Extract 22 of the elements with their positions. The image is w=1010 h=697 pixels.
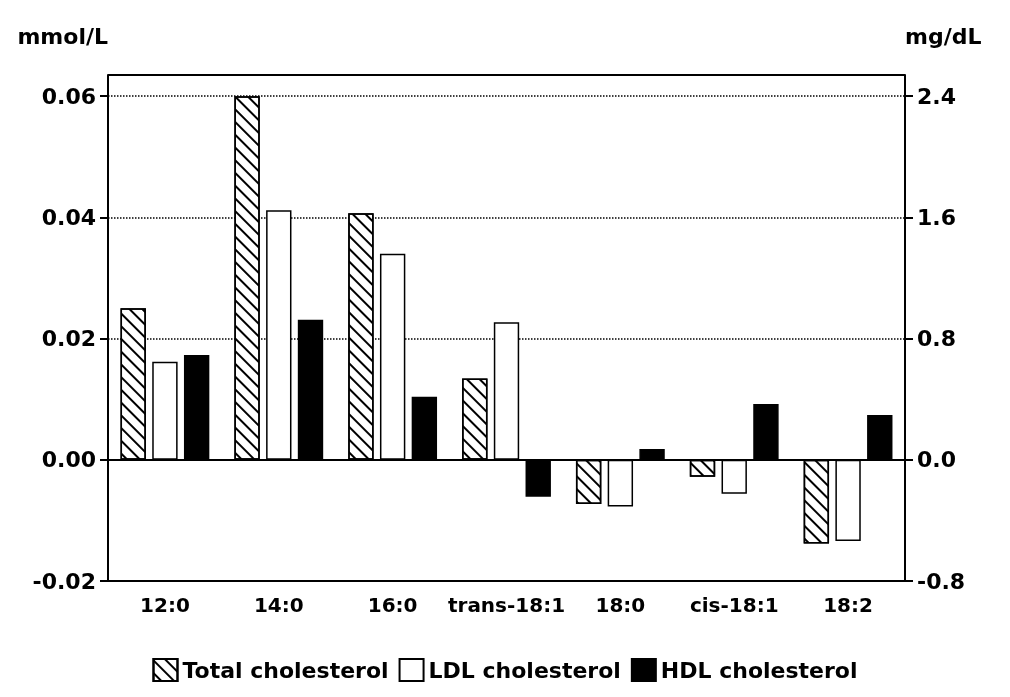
y-axis-title: mmol/L (17, 23, 108, 49)
y2-tick-label: 0.0 (917, 447, 956, 473)
legend-label: Total cholesterol (182, 657, 389, 683)
legend-label: LDL cholesterol (428, 657, 621, 683)
y-tick-label: 0.04 (41, 204, 96, 230)
y2-tick-label: 2.4 (917, 83, 956, 109)
x-tick-label: 16:0 (367, 593, 418, 617)
x-tick-label: 18:0 (595, 593, 646, 617)
x-tick-label: cis-18:1 (689, 593, 779, 617)
y-tick-label: 0.00 (41, 447, 96, 473)
y-tick-label: -0.02 (32, 568, 96, 594)
x-tick-label: 18:2 (823, 593, 873, 617)
x-tick-label: 14:0 (253, 593, 304, 617)
y2-tick-label: -0.8 (917, 568, 966, 594)
y2-tick-label: 1.6 (917, 204, 956, 230)
y-tick-label: 0.06 (41, 83, 96, 109)
y2-tick-label: 0.8 (917, 326, 956, 352)
y2-axis-title: mg/dL (905, 23, 982, 49)
y-tick-label: 0.02 (41, 326, 96, 352)
x-tick-label: 12:0 (140, 593, 190, 617)
legend-label: HDL cholesterol (660, 657, 858, 683)
x-tick-label: trans-18:1 (447, 593, 566, 617)
